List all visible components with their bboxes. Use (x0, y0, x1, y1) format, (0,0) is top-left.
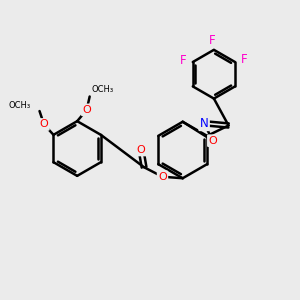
Text: O: O (137, 145, 146, 155)
Text: O: O (40, 119, 48, 129)
Text: OCH₃: OCH₃ (91, 85, 113, 94)
Text: N: N (200, 117, 208, 130)
Text: F: F (180, 54, 187, 67)
Text: OCH₃: OCH₃ (8, 100, 31, 109)
Text: O: O (82, 105, 91, 115)
Text: O: O (208, 136, 217, 146)
Text: O: O (158, 172, 167, 182)
Text: F: F (241, 52, 248, 66)
Text: F: F (209, 34, 216, 47)
